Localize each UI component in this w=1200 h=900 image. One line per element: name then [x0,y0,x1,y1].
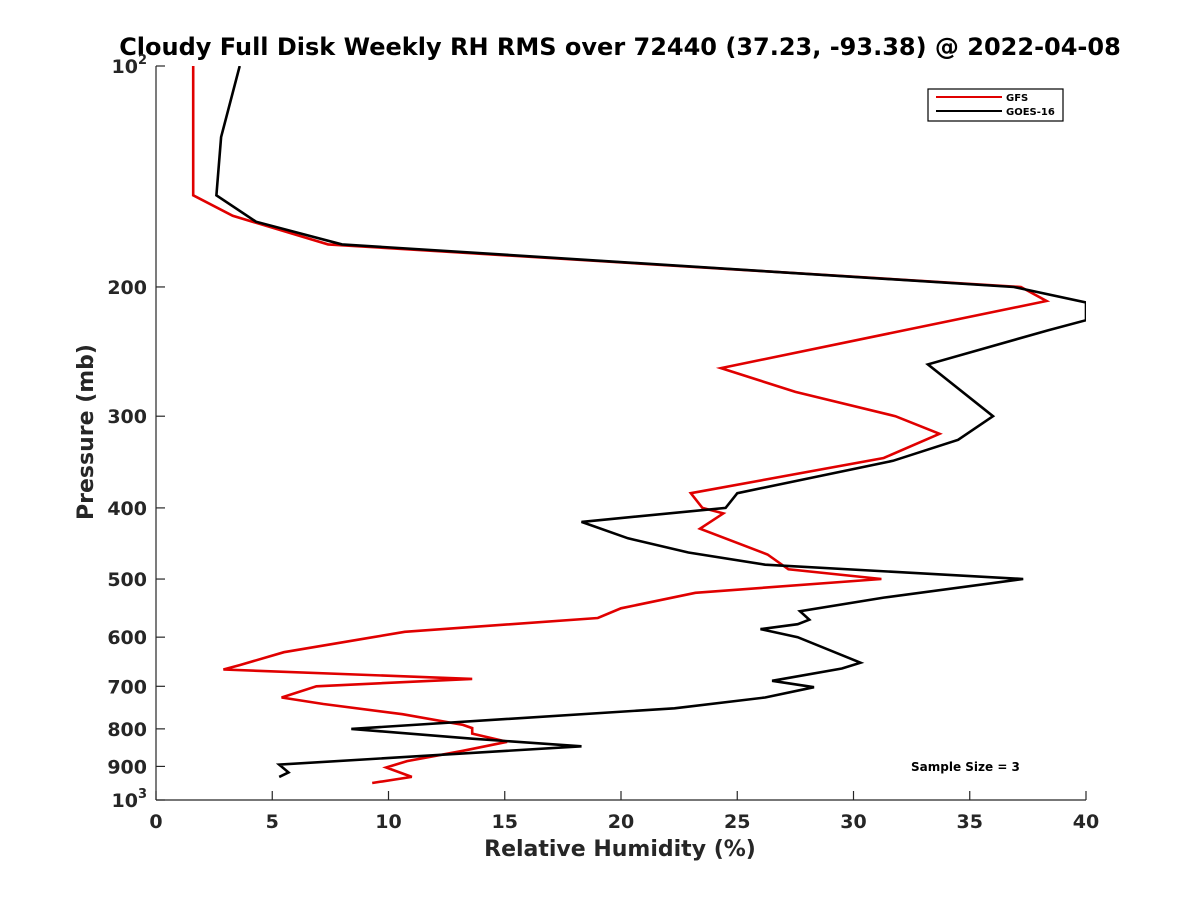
y-tick-label: 600 [107,627,147,649]
x-tick-label: 25 [724,811,750,833]
series-layer [191,66,1086,785]
x-tick-label: 15 [492,811,518,833]
y-tick-label: 400 [107,498,147,520]
series-line-gfs [191,66,1051,785]
y-tick-label: 300 [107,406,147,428]
x-axis-label: Relative Humidity (%) [484,837,756,862]
legend-box [927,88,1064,122]
chart-title: Cloudy Full Disk Weekly RH RMS over 7244… [119,33,1121,61]
y-tick-label: 500 [107,569,147,591]
x-axis-ticks: 0 5 10 15 20 25 30 35 40 [149,791,1099,833]
series-line-goes-16 [215,66,1086,779]
x-tick-label: 20 [608,811,634,833]
legend: GFS GOES-16 [927,88,1064,122]
legend-label-goes-16: GOES-16 [1006,107,1055,118]
y-tick-label: 700 [107,676,147,698]
legend-label-gfs: GFS [1006,93,1028,104]
x-tick-label: 10 [375,811,401,833]
x-tick-label: 35 [957,811,983,833]
sample-size-annotation: Sample Size = 3 [911,760,1020,774]
x-tick-label: 5 [266,811,279,833]
y-tick-label: 200 [107,277,147,299]
plot-area: 0 5 10 15 20 25 30 35 40 102 200 300 400 500 600 700 80… [107,53,1099,833]
x-tick-label: 40 [1073,811,1099,833]
y-axis-label: Pressure (mb) [74,344,99,520]
y-tick-label: 800 [107,719,147,741]
y-tick-label: 102 [112,53,148,78]
y-axis-ticks: 102 200 300 400 500 600 700 800 900 103 [107,53,165,812]
y-tick-label: 103 [112,787,148,812]
y-tick-label: 900 [107,756,147,778]
x-tick-label: 30 [840,811,866,833]
x-tick-label: 0 [149,811,162,833]
